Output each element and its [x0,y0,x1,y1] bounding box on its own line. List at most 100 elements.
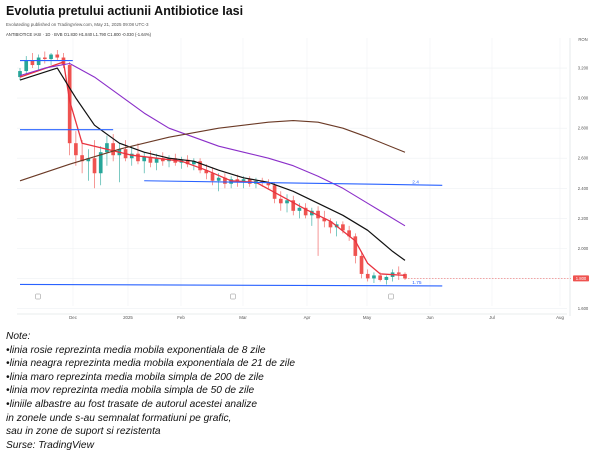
level-line-layer: 2.4 1.75 [19,59,443,287]
price-chart: 2.4 1.75 1.600 1.800 2.000 2.200 2.400 2.600 2.… [0,30,600,322]
candle-body [285,200,289,204]
support-resistance-line [19,283,443,287]
candle-body [353,236,358,256]
ma-line-ema21 [19,67,406,261]
support-resistance-line [144,180,443,186]
note-line: •linia maro reprezinta media mobila simp… [6,371,264,383]
ma-line-sma200 [19,120,406,182]
candle-body [67,65,72,144]
candle-body [241,179,246,183]
candle-body [24,60,29,72]
candle-body [291,200,296,211]
candle-body [105,143,109,153]
candle-body [372,275,376,279]
candle-body [204,170,209,174]
candle-body [341,224,345,231]
axis-layer: 1.600 1.800 2.000 2.200 2.400 2.600 2.800 3.000… [17,37,589,320]
candle-body [316,210,320,219]
y-tick-label: 1.600 [578,306,589,311]
last-price-tag [573,275,589,282]
candle-body [229,179,233,184]
y-tick-label: 3.200 [578,66,589,71]
candle-body [154,158,159,163]
note-line: •linia neagra reprezinta media mobila ex… [6,358,296,370]
note-line: •liniile albastre au fost trasate de aut… [6,398,258,410]
candle-body [43,57,47,60]
y-tick-label: 2.400 [578,186,589,191]
level-label: 2.4 [412,179,419,185]
candle-body [310,210,314,216]
event-marker-icon [35,293,41,300]
x-tick-label: Aug [556,315,564,320]
candle-body [359,255,364,274]
currency-label: RON [578,37,587,42]
candle-body [36,57,41,66]
chart-svg: 2.4 1.75 1.600 1.800 2.000 2.200 2.400 2.600 2.… [17,37,589,320]
candle-body [297,207,302,211]
candle-body [322,218,327,222]
y-tick-label: 3.000 [578,96,589,101]
candle-body [396,272,401,274]
candle-body [160,158,165,162]
x-tick-label: 2025 [123,315,133,320]
y-tick-label: 2.600 [578,156,589,161]
candle-body [278,198,283,204]
ma-line-layer [19,61,406,277]
candle-body [18,71,22,78]
candle-body [74,143,78,156]
note-line: in zonele unde s-au semnalat formatiuni … [6,412,232,424]
candle-body [80,155,84,162]
candle-body [223,177,227,184]
x-tick-label: Mar [239,315,247,320]
x-tick-label: Dec [69,315,78,320]
candle-body [347,230,351,237]
note-line: •linia mov reprezinta media mobila simpl… [6,385,255,397]
note-line: sau in zone de suport si rezistenta [6,426,161,438]
x-tick-label: Jun [426,315,434,320]
x-tick-label: Apr [304,315,311,320]
candle-body [55,54,60,58]
event-marker-icon [388,293,394,300]
last-price-label: 1.800 [576,276,587,281]
candle-body [216,177,221,181]
notes-heading: Note: [6,331,31,342]
candle-body [142,156,147,162]
candle-body [185,159,190,165]
level-label: 1.75 [412,280,422,286]
candle-body [303,207,308,216]
candle-body [49,54,53,60]
ma-line-sma50 [19,62,406,227]
x-tick-label: Jul [489,315,495,320]
candle-body [378,275,382,280]
ma-line-ema8 [19,61,406,277]
candle-body [403,273,407,279]
y-tick-label: 2.000 [578,246,589,251]
candle-body [365,273,370,279]
plot-area [17,38,567,316]
candle-body [30,60,35,66]
candle-body [136,153,140,162]
candle-body [198,161,202,171]
candle-body [148,156,153,163]
candle-body [192,161,196,165]
x-tick-label: Feb [177,315,185,320]
candle-body [328,221,333,228]
candle-body [92,158,97,174]
symbol-info: ANTIBIOTICE IASI · 1D · BVB O1.830 H1.84… [6,32,152,37]
candle-body [266,182,271,186]
note-line: Surse: TradingView [6,439,94,451]
y-tick-label: 2.800 [578,126,589,131]
event-marker-icon [230,293,236,300]
candle-body [111,143,115,156]
page-title: Evolutia pretului actiunii Antibiotice I… [6,4,244,18]
candle-body [210,173,215,181]
note-line: •linia rosie reprezinta media mobila exp… [6,344,266,356]
x-tick-label: May [363,315,372,320]
candle-body [384,276,389,280]
candle-body [86,158,91,162]
candle-body [98,152,103,174]
candle-body [61,57,66,66]
candle-body [129,153,134,159]
publish-info: Evoluteding published on TradingView.com… [6,22,149,27]
y-tick-label: 2.200 [578,216,589,221]
